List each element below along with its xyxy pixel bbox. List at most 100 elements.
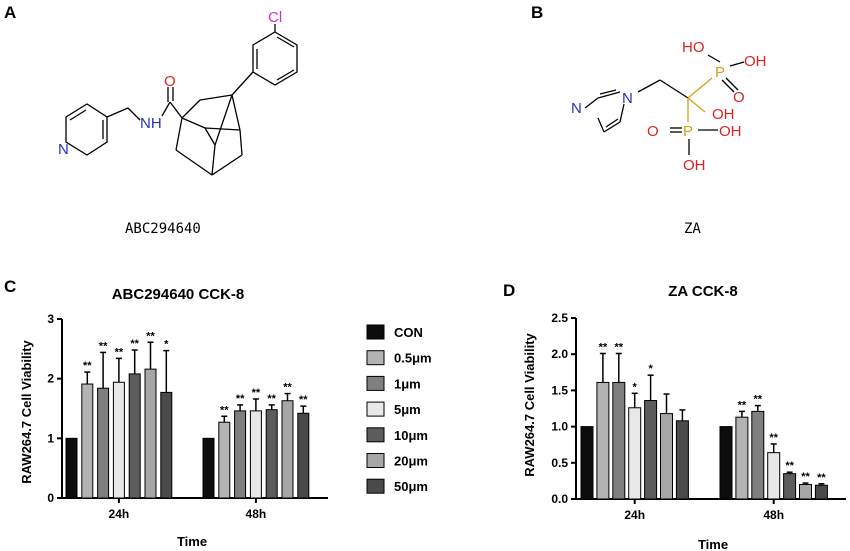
ch2-bond (106, 107, 129, 118)
chart-za-cck8: ZA CCK-8 RAW264.7 Cell Viability Time 0.… (522, 283, 846, 551)
y-tick-label: 2.5 (551, 311, 568, 325)
chart-title: ABC294640 CCK-8 (112, 286, 245, 303)
bar-1m-24h (97, 387, 110, 499)
y-tick-label: 1.5 (551, 383, 568, 397)
significance-mark: * (633, 381, 638, 393)
x-tick-label: 24h (109, 507, 130, 521)
bar-0.5m-48h (735, 416, 749, 500)
x-tick-label: 24h (624, 508, 645, 522)
p-o-double-bond (725, 77, 739, 91)
bar-50m-24h (160, 391, 173, 499)
legend: CON 0.5μm 1μm 5μm 10μm 20μm 50μm (366, 324, 432, 494)
cage-bond (181, 99, 201, 119)
c-p-bond (687, 77, 713, 99)
y-ticks: 0 1 2 3 (47, 312, 62, 505)
bar-0.5m-48h (218, 421, 231, 499)
x-axis-label: Time (698, 537, 728, 551)
y-tick-label: 2.0 (551, 347, 568, 361)
bar-50m-24h (675, 420, 689, 500)
aryl-adamantane-bond (231, 71, 254, 96)
panel-letter-b: B (531, 3, 543, 22)
bars (65, 368, 310, 499)
ch2-c-bond (659, 79, 689, 99)
imidazole-bond (584, 97, 599, 109)
cage-bond (231, 94, 241, 131)
compound-name-za: ZA (684, 221, 701, 237)
significance-mark: ** (299, 394, 308, 406)
panel-letter-a: A (4, 3, 16, 22)
imidazole-bond (619, 103, 625, 123)
legend-swatch (366, 453, 385, 468)
structure-abc294640 (65, 24, 298, 176)
atom-oh: OH (683, 157, 706, 174)
phenyl-double-bond (276, 69, 295, 81)
significance-mark: ** (99, 340, 108, 352)
significance-mark: ** (817, 472, 826, 484)
significance-mark: ** (599, 341, 608, 353)
chart-abc294640-cck8: ABC294640 CCK-8 RAW264.7 Cell Viability … (19, 286, 328, 549)
atom-p: P (715, 64, 725, 81)
bar-CON-24h (65, 437, 78, 499)
imidazole-bond (597, 91, 621, 99)
pyridine-ring (65, 103, 108, 156)
x-tick-label: 48h (246, 507, 267, 521)
atom-p: P (683, 123, 693, 140)
significance-mark: ** (754, 394, 763, 406)
cage-bond (211, 144, 216, 176)
imidazole-double-bond (605, 118, 619, 128)
significance-mark: * (648, 363, 653, 375)
bar-5m-24h (628, 407, 642, 500)
bar-10m-48h (783, 473, 797, 500)
cage-bond (214, 94, 233, 146)
atom-n-imidazole: N (571, 100, 582, 117)
legend-swatch (366, 401, 385, 417)
bar-CON-24h (580, 426, 594, 500)
bar-5m-48h (249, 410, 262, 499)
phenyl-double-bond (276, 36, 295, 48)
x-tick-label: 48h (763, 508, 784, 522)
bar-10m-24h (128, 373, 141, 499)
significance-mark: ** (252, 387, 261, 399)
cage-bond (175, 117, 183, 151)
imidazole-bond (597, 117, 605, 133)
significance-mark: ** (130, 338, 139, 350)
bar-0.5m-24h (596, 381, 610, 500)
significance-mark: ** (267, 393, 276, 405)
legend-label: CON (394, 325, 423, 340)
bar-5m-48h (767, 452, 781, 500)
significance-mark: ** (236, 393, 245, 405)
cage-bond (199, 94, 233, 101)
significance-mark: * (164, 339, 169, 351)
error-bars (599, 352, 825, 486)
atom-nh: NH (140, 115, 162, 132)
bar-CON-48h (202, 437, 215, 499)
cage-bond (211, 154, 243, 176)
p-oh-bond (729, 61, 745, 67)
y-tick-label: 0.5 (551, 456, 568, 470)
y-ticks: 0.0 0.5 1.0 1.5 2.0 2.5 (551, 311, 576, 506)
amide-bond (161, 101, 171, 117)
atom-cl: Cl (268, 9, 282, 26)
p-o-double-bond (721, 79, 735, 93)
cage-bond (239, 129, 243, 156)
significance-mark: ** (785, 460, 794, 472)
cage-bond (204, 127, 241, 131)
bar-20m-24h (660, 413, 673, 500)
y-tick-label: 0.0 (551, 492, 568, 506)
c-oh-bond (687, 97, 706, 113)
atom-ho: HO (682, 39, 705, 56)
cage-bond (181, 117, 206, 129)
bar-10m-24h (644, 400, 658, 500)
panel-letter-d: D (503, 281, 515, 300)
y-tick-label: 0 (47, 491, 54, 505)
significance-marks: **** *********** ** ****** (83, 330, 308, 416)
atom-o: O (164, 73, 176, 90)
structure-za-phosphonates (687, 77, 713, 122)
bar-20m-24h (144, 368, 157, 499)
atom-oh: OH (744, 53, 767, 70)
significance-marks: ** ****** ******** ** (599, 341, 827, 483)
legend-label: 0.5μm (394, 351, 432, 366)
bar-1m-24h (612, 381, 626, 500)
panel-letter-c: C (4, 277, 16, 296)
